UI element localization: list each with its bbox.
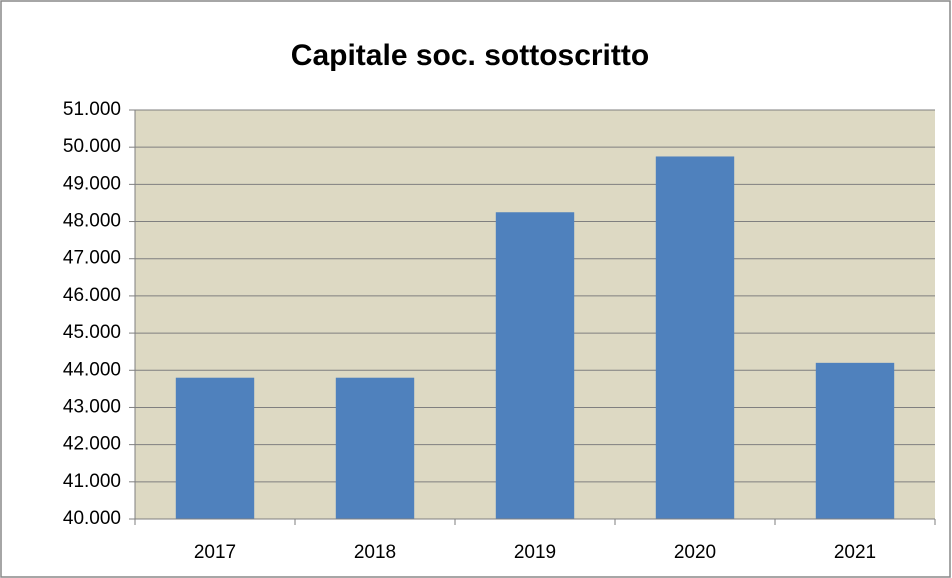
bar [655,156,735,519]
y-tick-label: 49.000 [63,173,121,194]
y-tick-label: 44.000 [63,359,121,380]
x-tick-label: 2017 [194,542,236,563]
y-tick-label: 42.000 [63,434,121,455]
bar [815,362,895,519]
y-tick-label: 41.000 [63,471,121,492]
y-tick-label: 47.000 [63,248,121,269]
y-tick-label: 43.000 [63,396,121,417]
y-tick-label: 45.000 [63,322,121,343]
y-tick-label: 40.000 [63,508,121,529]
bar [495,212,575,519]
x-tick-label: 2019 [514,542,556,563]
y-tick-label: 48.000 [63,211,121,232]
bar [335,377,415,519]
x-tick-label: 2020 [674,542,716,563]
bar [175,377,255,519]
y-tick-label: 46.000 [63,285,121,306]
y-tick-label: 50.000 [63,136,121,157]
x-tick-label: 2018 [354,542,396,563]
chart-title: Capitale soc. sottoscritto [291,39,649,72]
y-tick-label: 51.000 [63,99,121,120]
x-tick-label: 2021 [834,542,876,563]
